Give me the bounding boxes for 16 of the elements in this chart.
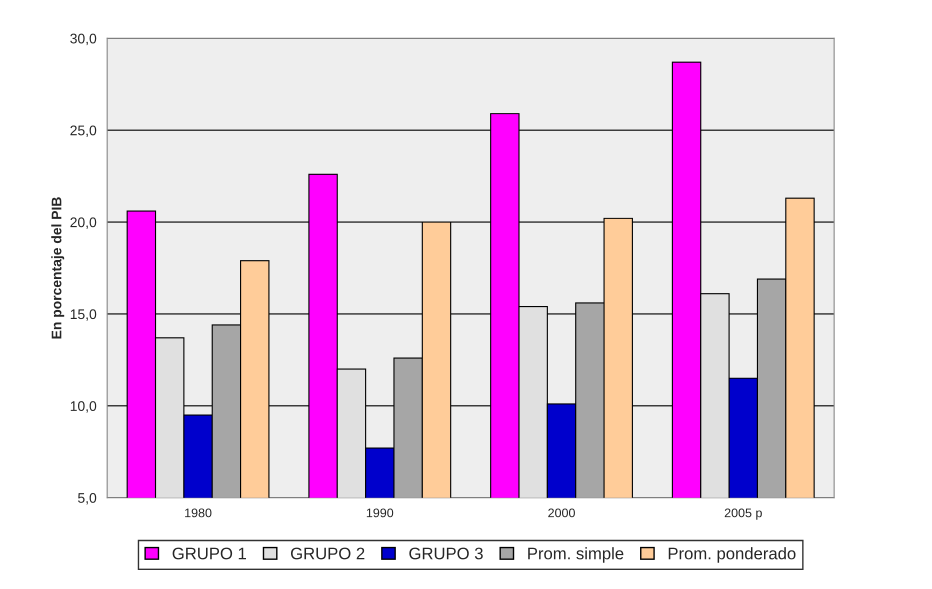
x-tick-label: 2000 — [548, 508, 575, 518]
y-tick-label: 25,0 — [70, 126, 96, 137]
y-tick-label: 5,0 — [78, 493, 96, 505]
legend-label: Prom. ponderado — [668, 547, 796, 563]
x-tick-label: 1990 — [366, 508, 394, 518]
y-tick-label: 20,0 — [70, 217, 96, 229]
y-tick-label: 10,0 — [70, 401, 96, 413]
legend-label: Prom. simple — [528, 547, 624, 563]
y-tick-label: 15,0 — [70, 309, 96, 321]
y-tick-label: 30,0 — [70, 34, 96, 46]
y-axis-title: En porcentaje del PIB — [51, 197, 64, 338]
legend-label: GRUPO 1 — [172, 548, 246, 560]
x-tick-label: 1980 — [185, 508, 212, 518]
x-tick-label: 2005 p — [724, 508, 762, 520]
legend-label: GRUPO 3 — [409, 548, 483, 560]
legend-label: GRUPO 2 — [290, 548, 364, 560]
